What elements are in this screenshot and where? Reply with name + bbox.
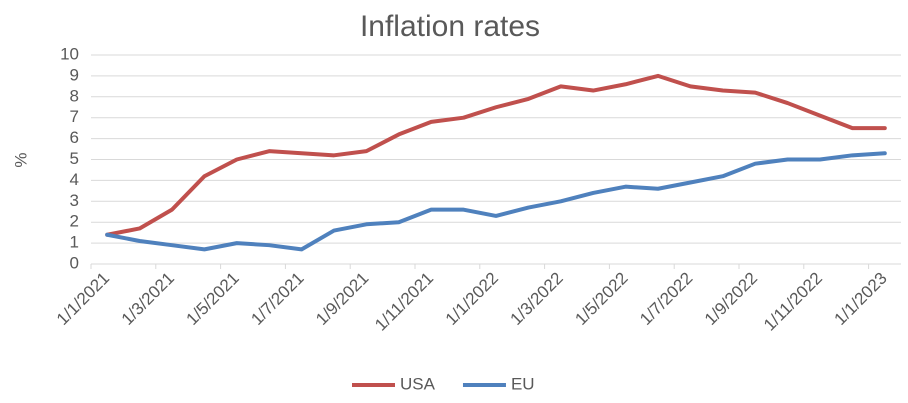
- y-tick-label: 6: [70, 128, 79, 147]
- x-tick-label: 1/9/2021: [312, 269, 372, 329]
- y-tick-label: 10: [60, 44, 79, 63]
- y-tick-label: 0: [70, 253, 79, 272]
- x-tick-label: 1/11/2022: [760, 269, 826, 335]
- x-tick-label: 1/3/2021: [118, 269, 178, 329]
- y-tick-label: 8: [70, 86, 79, 105]
- x-tick-label: 1/7/2022: [636, 269, 696, 329]
- x-tick-label: 1/3/2022: [507, 269, 567, 329]
- y-tick-label: 4: [70, 170, 79, 189]
- line-series: [105, 151, 887, 252]
- y-tick-label: 5: [70, 149, 79, 168]
- line-series: [105, 73, 887, 237]
- x-tick-label: 1/7/2021: [247, 269, 307, 329]
- legend-label: EU: [511, 374, 535, 393]
- chart-title: Inflation rates: [360, 10, 540, 43]
- x-tick-label: 1/1/2023: [831, 269, 891, 329]
- x-tick-label: 1/5/2022: [571, 269, 631, 329]
- legend-label: USA: [400, 374, 436, 393]
- y-tick-label: 3: [70, 191, 79, 210]
- y-tick-label: 1: [70, 233, 79, 252]
- y-tick-label: 2: [70, 212, 79, 231]
- x-tick-label: 1/9/2022: [701, 269, 761, 329]
- x-tick-label: 1/1/2022: [442, 269, 502, 329]
- x-tick-label: 1/5/2021: [183, 269, 243, 329]
- x-tick-label: 1/1/2021: [53, 269, 113, 329]
- x-tick-label: 1/11/2021: [371, 269, 437, 335]
- y-tick-label: 7: [70, 107, 79, 126]
- y-tick-label: 9: [70, 65, 79, 84]
- y-axis-label: %: [11, 152, 30, 167]
